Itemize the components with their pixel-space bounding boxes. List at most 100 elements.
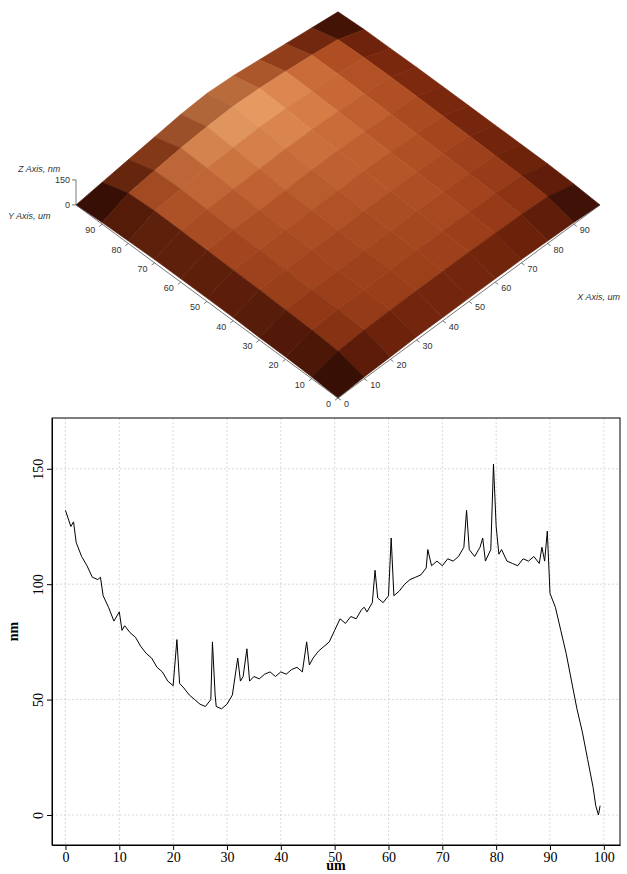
x-grid-line [119,418,120,845]
x-axis-line [338,205,600,398]
y-tick-mark [47,815,52,816]
x-tick-label: 80 [554,245,564,255]
y-tick-label: 30 [242,341,252,351]
y-tick-label: 20 [269,360,279,370]
y-tick-label: 90 [85,225,95,235]
x-tick [469,301,472,303]
x-tick-label: 20 [167,850,181,865]
x-tick [574,224,577,226]
y-tick [309,379,312,381]
x-tick [338,398,341,400]
x-axis-title: um [326,858,346,873]
x-grid-line [550,418,551,845]
y-tick-label: 50 [190,302,200,312]
y-tick [99,224,102,226]
x-grid-line [603,418,604,845]
x-tick: 100 [594,845,615,865]
x-tick [521,263,524,265]
y-axis-title: Y Axis, um [8,211,51,221]
x-tick-label: 40 [274,850,288,865]
x-tick-label: 0 [344,399,349,409]
y-axis-line [52,419,53,846]
x-tick [390,359,393,361]
x-tick-label: 60 [501,283,511,293]
x-tick-label: 90 [544,850,558,865]
y-grid-line [52,814,620,815]
y-tick-label: 50 [31,693,46,707]
x-tick-label: 0 [62,850,69,865]
z-tick-label: 150 [55,175,70,185]
y-tick-label: 0 [31,812,46,819]
x-tick: 60 [382,845,396,865]
x-tick: 20 [167,845,181,865]
y-axis-line [76,205,338,398]
x-axis-line [53,845,621,846]
x-tick: 10 [113,845,127,865]
y-tick [178,282,181,284]
surface-axes: 0102030405060708090010203040506070809001… [8,164,620,409]
x-tick-label: 100 [594,850,615,865]
y-tick [230,321,233,323]
x-tick [364,379,367,381]
y-tick [152,263,155,265]
plot-area [65,464,600,815]
y-grid-line [52,699,620,700]
y-tick: 150 [31,459,52,480]
x-tick-label: 50 [475,302,485,312]
y-tick-mark [47,700,52,701]
x-tick: 30 [220,845,234,865]
y-axis-title: nm [6,621,21,641]
x-tick-label: 90 [580,225,590,235]
surface-chart: 0102030405060708090010203040506070809001… [8,12,620,409]
y-tick-label: 40 [216,322,226,332]
y-axis: 0 50 100 150 [31,419,53,846]
plot-frame [52,418,620,845]
x-axis-title: X Axis, um [576,292,620,302]
x-tick-label: 70 [436,850,450,865]
x-tick-label: 40 [449,322,459,332]
x-grid-line [442,418,443,845]
x-tick [495,282,498,284]
x-grid-line [173,418,174,845]
y-tick [283,359,286,361]
y-grid-line [52,468,620,469]
y-tick: 50 [31,693,52,707]
x-tick-label: 70 [527,264,537,274]
x-tick-label: 10 [370,380,380,390]
x-tick [443,321,446,323]
surface-plot [76,12,600,398]
y-tick [125,244,128,246]
y-tick-label: 80 [111,245,121,255]
y-tick-label: 10 [295,380,305,390]
z-axis-title: Z Axis, nm [17,164,61,174]
x-tick [417,340,420,342]
x-grid-line [388,418,389,845]
y-tick-label: 0 [326,399,331,409]
y-tick-label: 70 [138,264,148,274]
y-tick-mark [47,584,52,585]
x-tick [548,244,551,246]
y-tick: 0 [31,812,52,819]
x-tick-label: 60 [382,850,396,865]
x-grid-line [226,418,227,845]
x-tick: 80 [490,845,504,865]
y-tick-label: 100 [31,574,46,595]
x-tick-label: 30 [220,850,234,865]
x-tick: 90 [544,845,558,865]
z-tick-label: 0 [65,200,70,210]
x-tick-label: 80 [490,850,504,865]
z-tick [72,204,76,205]
y-tick-label: 150 [31,459,46,480]
y-tick: 100 [31,574,52,595]
x-tick: 0 [62,845,69,865]
grid [52,418,620,845]
y-tick [256,340,259,342]
x-grid-line [280,418,281,845]
surface-cell [312,351,364,398]
line-chart: 0102030405060708090100050100150umnm [6,418,621,873]
x-tick-label: 10 [113,850,127,865]
x-tick-label: 30 [423,341,433,351]
x-tick: 40 [274,845,288,865]
z-tick [72,179,76,180]
x-tick-label: 20 [396,360,406,370]
